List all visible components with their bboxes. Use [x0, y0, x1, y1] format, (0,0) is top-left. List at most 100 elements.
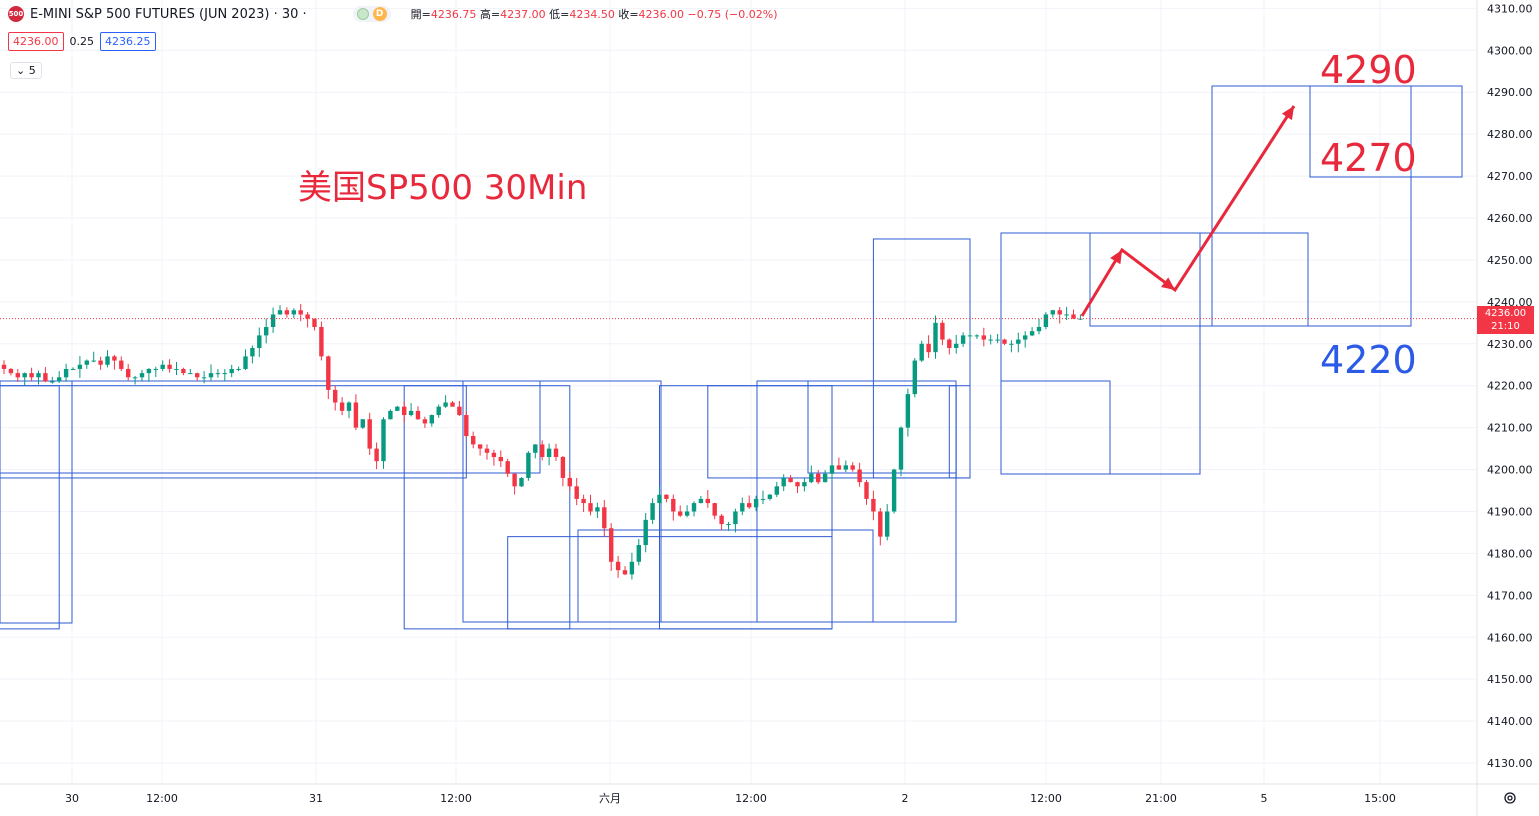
- chevron-down-icon: ⌄: [16, 64, 26, 77]
- candle-body: [733, 511, 738, 525]
- candle-body: [609, 528, 614, 562]
- candle-body: [705, 498, 710, 504]
- change-value: −0.75 (−0.02%): [687, 8, 778, 21]
- annotation-support[interactable]: 4220: [1320, 338, 1417, 382]
- candle-body: [98, 360, 103, 365]
- candle-body: [712, 503, 717, 516]
- candle-body: [477, 444, 483, 449]
- candle-body: [146, 368, 152, 374]
- candle-body: [277, 310, 283, 315]
- annotation-target-high[interactable]: 4290: [1320, 48, 1417, 92]
- time-tick-label: 21:00: [1145, 792, 1177, 805]
- symbol-logo-icon[interactable]: 500: [8, 6, 24, 22]
- candle-body: [1057, 310, 1062, 315]
- candle-body: [429, 415, 434, 424]
- candle-body: [1071, 314, 1076, 319]
- candle-body: [919, 343, 924, 361]
- time-tick-label: 15:00: [1364, 792, 1396, 805]
- price-tick-label: 4190.00: [1487, 505, 1533, 518]
- indicator-count: 5: [28, 64, 36, 77]
- candle-body: [519, 477, 524, 487]
- candle-body: [822, 473, 828, 483]
- market-open-icon: [356, 8, 369, 20]
- candle-body: [236, 368, 241, 370]
- candle-body: [1009, 343, 1014, 345]
- candle-body: [981, 335, 986, 340]
- price-tick-label: 4170.00: [1487, 589, 1533, 602]
- candle-body: [112, 356, 117, 361]
- candle-body: [636, 545, 641, 562]
- box: [0, 385, 60, 630]
- candle-body: [526, 452, 531, 478]
- box: [1211, 85, 1412, 327]
- candle-body: [208, 373, 214, 378]
- candle-body: [215, 373, 221, 375]
- annotation-target-mid[interactable]: 4270: [1320, 136, 1417, 180]
- price-tick-label: 4230.00: [1487, 338, 1533, 351]
- price-tick-label: 4240.00: [1487, 296, 1533, 309]
- candle-body: [126, 368, 131, 378]
- candle-body: [850, 465, 855, 470]
- box: [660, 529, 758, 623]
- candle-body: [671, 498, 676, 512]
- candle-body: [339, 402, 345, 411]
- candle-body: [36, 373, 41, 378]
- price-tick-label: 4130.00: [1487, 757, 1533, 770]
- candle-body: [105, 356, 110, 365]
- box: [872, 238, 971, 479]
- candle-body: [57, 377, 62, 382]
- candle-body: [374, 448, 379, 462]
- candle-body: [781, 477, 786, 487]
- spread-value: 0.25: [69, 35, 95, 48]
- price-tick-label: 4220.00: [1487, 380, 1533, 393]
- candle-body: [995, 339, 1000, 341]
- candle-body: [201, 377, 207, 379]
- candle-body: [629, 561, 635, 575]
- box: [1000, 380, 1111, 475]
- indicators-toggle[interactable]: ⌄ 5: [10, 62, 42, 79]
- candle-body: [954, 343, 959, 348]
- price-tick-label: 4160.00: [1487, 631, 1533, 644]
- buy-button[interactable]: 4236.25: [100, 32, 156, 51]
- candle-body: [533, 444, 538, 453]
- arrowhead: [1161, 277, 1175, 290]
- candle-body: [829, 465, 835, 474]
- sell-button[interactable]: 4236.00: [8, 32, 64, 51]
- box: [0, 385, 467, 479]
- settings-gear-icon[interactable]: [1502, 790, 1518, 806]
- candle-body: [1050, 310, 1055, 315]
- candle-body: [595, 507, 600, 512]
- candle-body: [505, 461, 510, 474]
- candle-body: [933, 322, 938, 353]
- candle-body: [574, 486, 579, 499]
- candle-body: [491, 452, 497, 457]
- candle-body: [988, 339, 993, 341]
- box: [1309, 85, 1463, 178]
- annotation-title[interactable]: 美国SP500 30Min: [298, 168, 588, 208]
- candle-body: [788, 477, 793, 483]
- close-value: 4236.00: [638, 8, 685, 21]
- box: [0, 380, 541, 474]
- candle-body: [747, 503, 752, 508]
- price-tick-label: 4300.00: [1487, 44, 1533, 57]
- candle-body: [346, 402, 352, 411]
- candle-body: [553, 448, 559, 457]
- box: [403, 385, 571, 630]
- candle-body: [450, 402, 455, 407]
- candle-body: [188, 373, 193, 375]
- price-tick-label: 4140.00: [1487, 715, 1533, 728]
- candle-body: [857, 469, 862, 483]
- ohlc-values: 開=4236.75 高=4237.00 低=4234.50 收=4236.00 …: [411, 6, 778, 22]
- high-label: 高=: [479, 8, 501, 21]
- symbol-title[interactable]: E-MINI S&P 500 FUTURES (JUN 2023) · 30 ·: [30, 6, 307, 22]
- close-label: 收=: [618, 8, 639, 21]
- market-status[interactable]: D: [352, 6, 391, 22]
- data-delay-badge: D: [372, 7, 387, 21]
- candle-body: [1029, 331, 1035, 336]
- candle-body: [29, 373, 34, 378]
- candle-body: [816, 473, 821, 483]
- candle-body: [50, 381, 55, 383]
- candle-body: [947, 339, 952, 348]
